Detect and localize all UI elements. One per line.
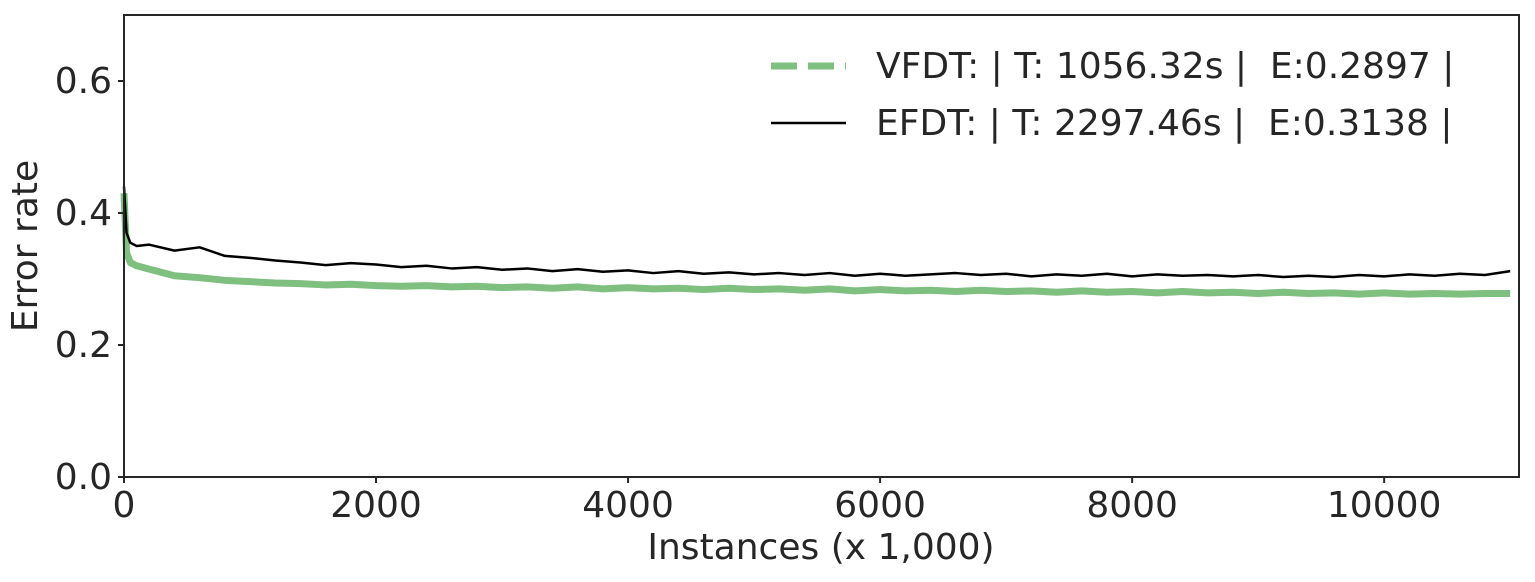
series-line <box>120 193 1511 298</box>
series-line <box>122 186 1511 279</box>
y-tick-label: 0.4 <box>55 193 112 234</box>
legend-label: EFDT: | T: 2297.46s | E:0.3138 | <box>876 103 1452 144</box>
plot-area <box>120 186 1511 298</box>
y-axis-label: Error rate <box>5 160 46 332</box>
x-tick-label: 0 <box>113 485 136 526</box>
x-axis-label: Instances (x 1,000) <box>647 527 994 568</box>
legend-label: VFDT: | T: 1056.32s | E:0.2897 | <box>876 46 1454 87</box>
x-tick-label: 2000 <box>330 485 422 526</box>
x-tick-label: 4000 <box>582 485 674 526</box>
x-tick-label: 10000 <box>1327 485 1442 526</box>
axes-frame <box>123 14 1520 478</box>
y-tick-label: 0.6 <box>55 61 112 102</box>
y-tick-label: 0.0 <box>55 457 112 498</box>
x-tick-label: 6000 <box>834 485 926 526</box>
legend: VFDT: | T: 1056.32s | E:0.2897 | EFDT: | … <box>771 46 1454 144</box>
y-tick-label: 0.2 <box>55 325 112 366</box>
x-tick-label: 8000 <box>1086 485 1178 526</box>
